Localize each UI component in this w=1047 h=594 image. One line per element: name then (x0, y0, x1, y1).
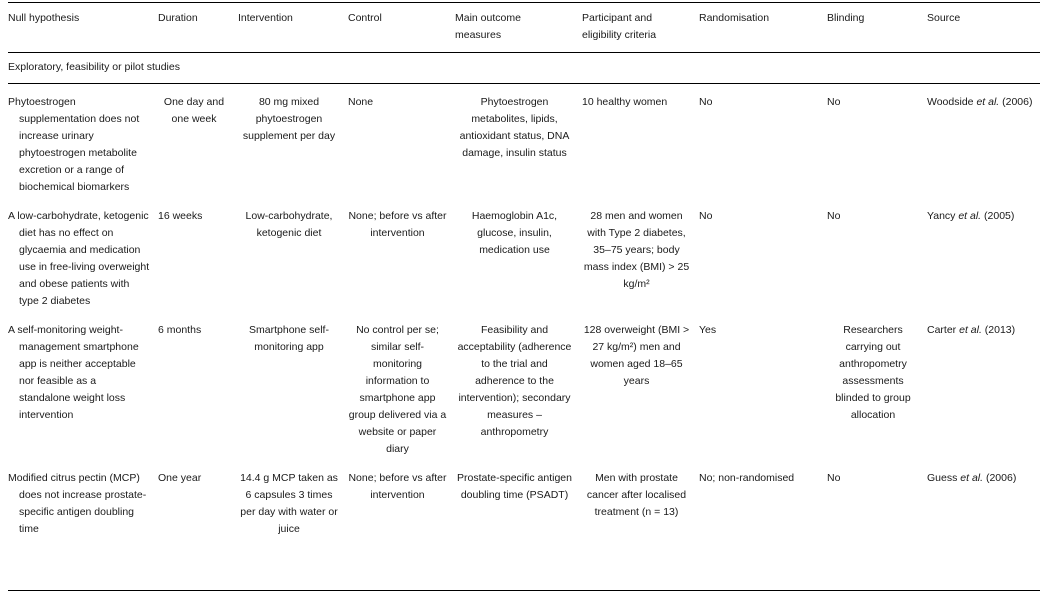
cell-participants: 28 men and women with Type 2 diabetes, 3… (583, 210, 690, 290)
cell-intervention: Smartphone self-monitoring app (249, 324, 329, 353)
column-header-participants: Participant and eligibility criteria (582, 2, 699, 53)
column-header-label: Duration (158, 12, 198, 24)
table-bottom-rule (8, 590, 1040, 591)
source-citation: Yancy et al. (2005) (927, 210, 1015, 222)
cell-intervention: 14.4 g MCP taken as 6 capsules 3 times p… (240, 472, 338, 535)
column-header-label: Randomisation (699, 12, 770, 24)
cell-duration: 6 months (158, 324, 202, 336)
cell-intervention: Low-carbohydrate, ketogenic diet (245, 210, 333, 239)
column-header-label: Source (927, 12, 961, 24)
cell-outcome-measures: Prostate-specific antigen doubling time … (457, 472, 572, 501)
column-header-label: Main outcome measures (455, 12, 521, 41)
column-header-label: Intervention (238, 12, 293, 24)
cell-duration: One day and one week (163, 96, 225, 125)
cell-participants: 128 overweight (BMI > 27 kg/m²) men and … (583, 324, 690, 387)
studies-table: Null hypothesis Duration Intervention Co… (8, 2, 1040, 540)
cell-control: No control per se; similar self-monitori… (348, 324, 447, 455)
column-header-blinding: Blinding (827, 2, 927, 53)
column-header-label: Participant and eligibility criteria (582, 12, 657, 41)
cell-source: Guess et al. (2006) (927, 460, 1040, 540)
cell-blinding: Researchers carrying out anthropometry a… (835, 324, 911, 421)
cell-blinding: No (827, 96, 841, 108)
source-citation: Carter et al. (2013) (927, 324, 1016, 336)
cell-duration: One year (158, 472, 202, 484)
cell-outcome-measures: Haemoglobin A1c, glucose, insulin, medic… (471, 210, 558, 256)
cell-control: None; before vs after intervention (348, 210, 447, 239)
column-header-null-hypothesis: Null hypothesis (8, 2, 158, 53)
cell-blinding: No (827, 472, 841, 484)
cell-null-hypothesis: A self-monitoring weight-management smar… (8, 324, 139, 421)
column-header-duration: Duration (158, 2, 238, 53)
source-citation: Woodside et al. (2006) (927, 96, 1033, 108)
header-row: Null hypothesis Duration Intervention Co… (8, 2, 1040, 53)
column-header-outcome-measures: Main outcome measures (455, 2, 582, 53)
cell-participants: Men with prostate cancer after localised… (586, 472, 687, 518)
column-header-control: Control (348, 2, 455, 53)
cell-randomisation: Yes (699, 324, 717, 336)
cell-duration: 16 weeks (158, 210, 203, 222)
column-header-randomisation: Randomisation (699, 2, 827, 53)
cell-source: Carter et al. (2013) (927, 312, 1040, 460)
table-row: Modified citrus pectin (MCP) does not in… (8, 460, 1040, 540)
cell-randomisation: No (699, 210, 713, 222)
section-title: Exploratory, feasibility or pilot studie… (8, 52, 1040, 84)
cell-source: Woodside et al. (2006) (927, 84, 1040, 199)
section-row: Exploratory, feasibility or pilot studie… (8, 52, 1040, 84)
cell-randomisation: No (699, 96, 713, 108)
cell-blinding: No (827, 210, 841, 222)
column-header-label: Blinding (827, 12, 865, 24)
cell-outcome-measures: Feasibility and acceptability (adherence… (457, 324, 572, 438)
cell-randomisation: No; non-randomised (699, 472, 795, 484)
cell-outcome-measures: Phytoestrogen metabolites, lipids, antio… (459, 96, 570, 159)
cell-null-hypothesis: Modified citrus pectin (MCP) does not in… (8, 472, 147, 535)
column-header-label: Null hypothesis (8, 12, 80, 24)
cell-control: None (348, 96, 374, 108)
cell-control: None; before vs after intervention (348, 472, 447, 501)
cell-participants: 10 healthy women (582, 96, 668, 108)
column-header-source: Source (927, 2, 1040, 53)
source-citation: Guess et al. (2006) (927, 472, 1017, 484)
cell-intervention: 80 mg mixed phytoestrogen supplement per… (242, 96, 336, 142)
column-header-intervention: Intervention (238, 2, 348, 53)
cell-null-hypothesis: A low-carbohydrate, ketogenic diet has n… (8, 210, 150, 307)
table-row: A self-monitoring weight-management smar… (8, 312, 1040, 460)
cell-null-hypothesis: Phytoestrogen supplementation does not i… (8, 96, 140, 193)
cell-source: Yancy et al. (2005) (927, 198, 1040, 312)
table-row: Phytoestrogen supplementation does not i… (8, 84, 1040, 199)
table-row: A low-carbohydrate, ketogenic diet has n… (8, 198, 1040, 312)
column-header-label: Control (348, 12, 382, 24)
